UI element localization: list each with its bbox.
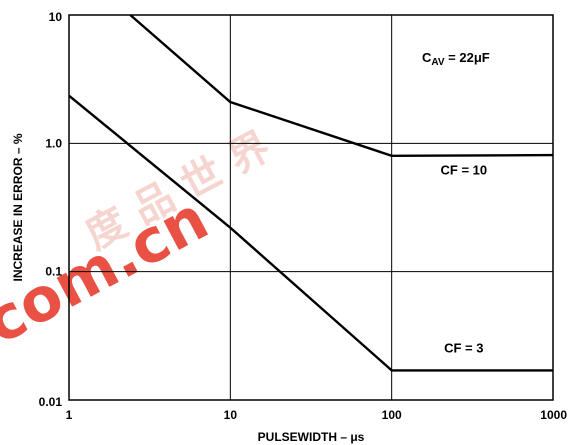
y-tick-label: 0.01 [39,395,63,409]
x-tick-label: 1000 [540,408,567,422]
y-tick-label: 1.0 [45,136,62,150]
annotation-label-1: CAV = 22μF [422,50,490,68]
series-line-2 [69,94,553,372]
y-axis-label: INCREASE IN ERROR – % [11,133,25,281]
x-tick-label: 1 [66,408,73,422]
grid [68,14,554,401]
annotations: CAV = 22μF CF = 10 CF = 3 [422,50,490,355]
series-layer [69,15,553,372]
x-tick-label: 10 [224,408,238,422]
annotation-label-3: CF = 3 [444,340,483,355]
y-tick-label: 0.1 [45,265,62,279]
plot-frame [68,14,554,401]
y-tick-label: 10 [49,10,63,24]
x-tick-label: 100 [382,408,402,422]
series-line-1 [129,15,553,158]
x-axis-label: PULSEWIDTH – μs [258,430,365,444]
annotation-label-2: CF = 10 [441,163,488,178]
tick-labels: 1 10 100 1000 0.01 0.1 1.0 10 [39,10,568,422]
